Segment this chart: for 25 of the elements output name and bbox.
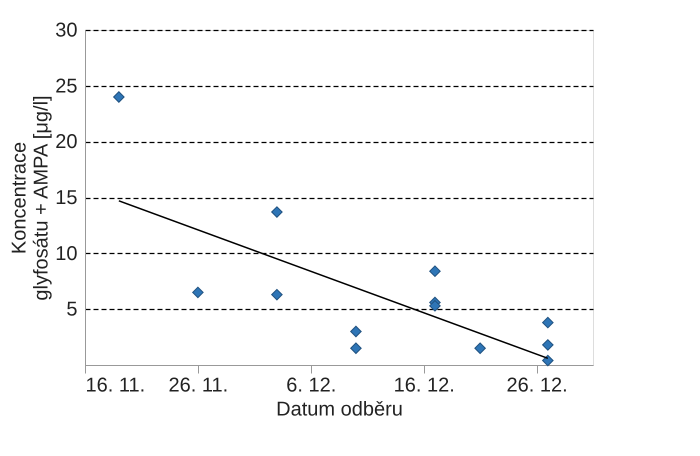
point (542, 316, 554, 328)
point (429, 300, 441, 312)
point (542, 339, 554, 351)
point (350, 326, 362, 338)
point (113, 91, 125, 103)
y-tick-label: 25 (55, 75, 78, 98)
point (271, 206, 283, 218)
x-axis-title: Datum odběru (276, 398, 403, 420)
y-tick-label: 30 (55, 20, 78, 42)
y-tick-label: 10 (55, 242, 78, 265)
point (429, 265, 441, 277)
point (271, 288, 283, 300)
point (542, 354, 554, 366)
point (474, 342, 486, 354)
y-tick-label: 20 (55, 131, 78, 154)
point (350, 342, 362, 354)
point (192, 286, 204, 298)
x-tick-label: 26. 11. (168, 374, 228, 396)
y-tick-label: 5 (66, 298, 78, 321)
x-tick-label: 16. 12. (394, 374, 455, 396)
x-tick-label: 16. 11. (86, 374, 146, 396)
x-tick-label: 26. 12. (506, 374, 568, 396)
y-axis-title: Koncentrace glyfosátu + AMPA [μg/l] (8, 95, 52, 301)
y-tick-label: 15 (55, 187, 78, 209)
x-tick-label: 6. 12. (286, 374, 336, 396)
